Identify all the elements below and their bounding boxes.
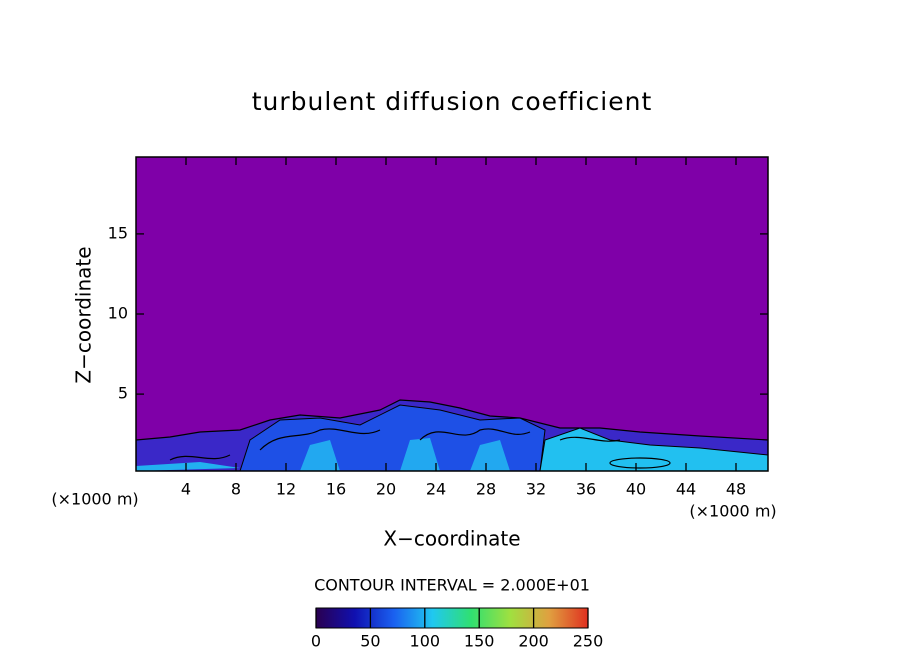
colorbar-tick-label: 100 — [410, 632, 441, 651]
x-tick-label: 8 — [231, 480, 241, 499]
y-axis-label: Z−coordinate — [72, 246, 96, 383]
x-tick-label: 4 — [181, 480, 191, 499]
x-tick-label: 20 — [376, 480, 396, 499]
contour-interval: CONTOUR INTERVAL = 2.000E+01 — [314, 576, 590, 595]
x-tick-label: 24 — [426, 480, 446, 499]
x-tick-label: 48 — [726, 480, 746, 499]
x-axis-label: X−coordinate — [383, 527, 520, 551]
colorbar — [315, 607, 589, 629]
x-tick-label: 44 — [676, 480, 696, 499]
x-unit-label: (×1000 m) — [51, 490, 138, 509]
x-tick-label: 16 — [326, 480, 346, 499]
y-tick-label: 10 — [108, 304, 128, 323]
colorbar-tick-label: 0 — [311, 632, 321, 651]
colorbar-tick-label: 150 — [464, 632, 495, 651]
y-tick-label: 15 — [108, 223, 128, 242]
x-unit-label: (×1000 m) — [689, 502, 776, 521]
chart-title: turbulent diffusion coefficient — [252, 87, 653, 116]
y-tick-label: 5 — [118, 384, 128, 403]
x-tick-label: 28 — [476, 480, 496, 499]
colorbar-tick-label: 50 — [360, 632, 380, 651]
colorbar-tick-label: 250 — [573, 632, 604, 651]
x-tick-label: 32 — [526, 480, 546, 499]
x-tick-label: 36 — [576, 480, 596, 499]
x-tick-label: 40 — [626, 480, 646, 499]
x-tick-label: 12 — [276, 480, 296, 499]
contour-field — [136, 399, 768, 471]
colorbar-tick-label: 200 — [518, 632, 549, 651]
